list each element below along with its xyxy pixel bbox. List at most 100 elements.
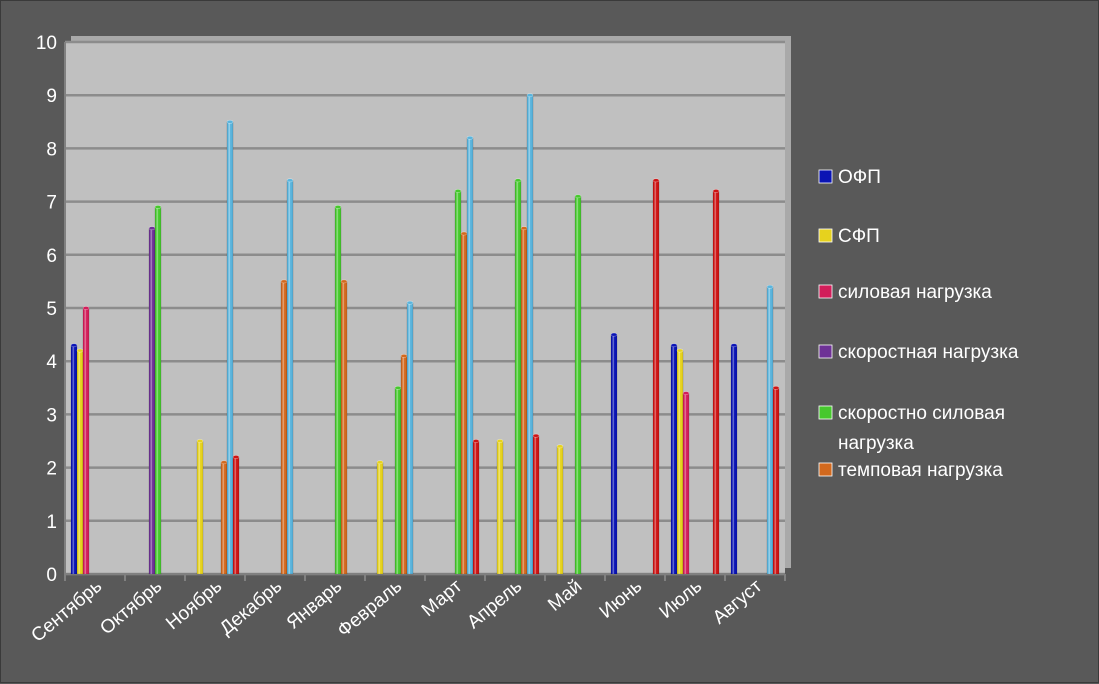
legend-label: нагрузка <box>838 433 914 454</box>
bar-cap <box>772 385 780 390</box>
bar-highlight <box>684 393 687 574</box>
bar-highlight <box>462 233 465 574</box>
legend-label: скоростная нагрузка <box>838 342 1019 363</box>
bar-highlight <box>774 387 777 574</box>
bar-highlight <box>558 446 561 574</box>
x-tick-label: Октябрь <box>96 576 166 639</box>
y-tick-label: 1 <box>46 512 57 533</box>
bar-cap <box>76 348 84 353</box>
y-gridlines <box>65 40 785 576</box>
bars <box>70 93 780 575</box>
y-tick-label: 8 <box>46 139 57 160</box>
bar-cap <box>532 433 540 438</box>
bar-highlight <box>534 435 537 574</box>
bar-highlight <box>222 462 225 574</box>
bar-highlight <box>396 387 399 574</box>
y-tick-label: 6 <box>46 246 57 267</box>
y-tick-label: 4 <box>46 352 57 373</box>
bar-highlight <box>378 462 381 574</box>
bar-cap <box>400 353 408 358</box>
bar-highlight <box>78 350 81 574</box>
bar-cap <box>226 119 234 124</box>
legend: ОФП СФП силовая нагрузка скоростная нагрузк… <box>818 167 1019 481</box>
legend-swatch <box>818 344 833 359</box>
legend-swatch <box>818 405 833 420</box>
bar-cap <box>70 343 78 348</box>
legend-swatch <box>818 169 833 184</box>
bar-cap <box>766 284 774 289</box>
x-tick-label: Август <box>709 576 767 629</box>
bar-highlight <box>72 345 75 574</box>
bar-cap <box>406 300 414 305</box>
bar-cap <box>652 178 660 183</box>
bar-highlight <box>678 350 681 574</box>
bar-cap <box>334 205 342 209</box>
bar-highlight <box>672 345 675 574</box>
x-tick-label: Сентябрь <box>28 576 107 647</box>
bar-highlight <box>576 196 579 574</box>
legend-label: ОФП <box>838 167 881 188</box>
bar-highlight <box>84 308 87 574</box>
bar-highlight <box>342 281 345 574</box>
bar-highlight <box>474 441 477 574</box>
legend-swatch <box>818 462 833 477</box>
bar-cap <box>496 439 504 443</box>
legend-label: темповая нагрузка <box>838 460 1003 481</box>
bar-highlight <box>732 345 735 574</box>
bar-highlight <box>498 441 501 574</box>
bar-cap <box>712 189 720 193</box>
bar-cap <box>148 226 156 231</box>
legend-label: СФП <box>838 226 880 247</box>
x-tick-label: Март <box>418 576 467 621</box>
bar-highlight <box>198 441 201 574</box>
bar-highlight <box>150 228 153 574</box>
bar-cap <box>394 385 402 390</box>
bar-cap <box>232 455 240 459</box>
y-tick-label: 7 <box>46 193 57 214</box>
bar-cap <box>466 135 474 140</box>
y-tick-label: 9 <box>46 86 57 107</box>
bar-cap <box>454 189 462 193</box>
bar-cap <box>280 279 288 284</box>
y-tick-label: 3 <box>46 405 57 426</box>
bar-highlight <box>654 180 657 574</box>
bar-highlight <box>516 180 519 574</box>
bar-cap <box>676 348 684 353</box>
bar-cap <box>514 178 522 183</box>
bar-cap <box>610 332 618 337</box>
bar-highlight <box>714 190 717 574</box>
bar-highlight <box>528 95 531 574</box>
bar-cap <box>520 226 528 231</box>
bar-cap <box>154 205 162 209</box>
x-tick-label: Июнь <box>596 576 647 623</box>
bar-cap <box>556 444 564 449</box>
bar-highlight <box>768 286 771 574</box>
bar-highlight <box>288 180 291 574</box>
bar-highlight <box>612 334 615 574</box>
bar-cap <box>472 439 480 443</box>
y-tick-label: 2 <box>46 459 57 480</box>
x-tick-label: Май <box>544 576 586 616</box>
y-tick-label: 0 <box>46 565 57 586</box>
bar-cap <box>376 460 384 465</box>
bar-highlight <box>234 456 237 574</box>
legend-label: скоростно силовая <box>838 403 1005 424</box>
bar-highlight <box>156 206 159 575</box>
x-tick-label: Декабрь <box>216 576 286 640</box>
bar-cap <box>574 194 582 199</box>
bar-cap <box>286 178 294 183</box>
legend-swatch <box>818 284 833 299</box>
bar-highlight <box>456 190 459 574</box>
bar-highlight <box>282 281 285 574</box>
bar-cap <box>220 460 228 465</box>
bar-cap <box>526 93 534 98</box>
bar-cap <box>340 279 348 284</box>
bar-cap <box>196 439 204 443</box>
x-tick-label: Февраль <box>334 576 407 642</box>
bar-highlight <box>402 355 405 574</box>
bar-cap <box>460 231 468 236</box>
bar-cap <box>682 391 690 396</box>
x-tick-label: Июль <box>656 576 707 623</box>
